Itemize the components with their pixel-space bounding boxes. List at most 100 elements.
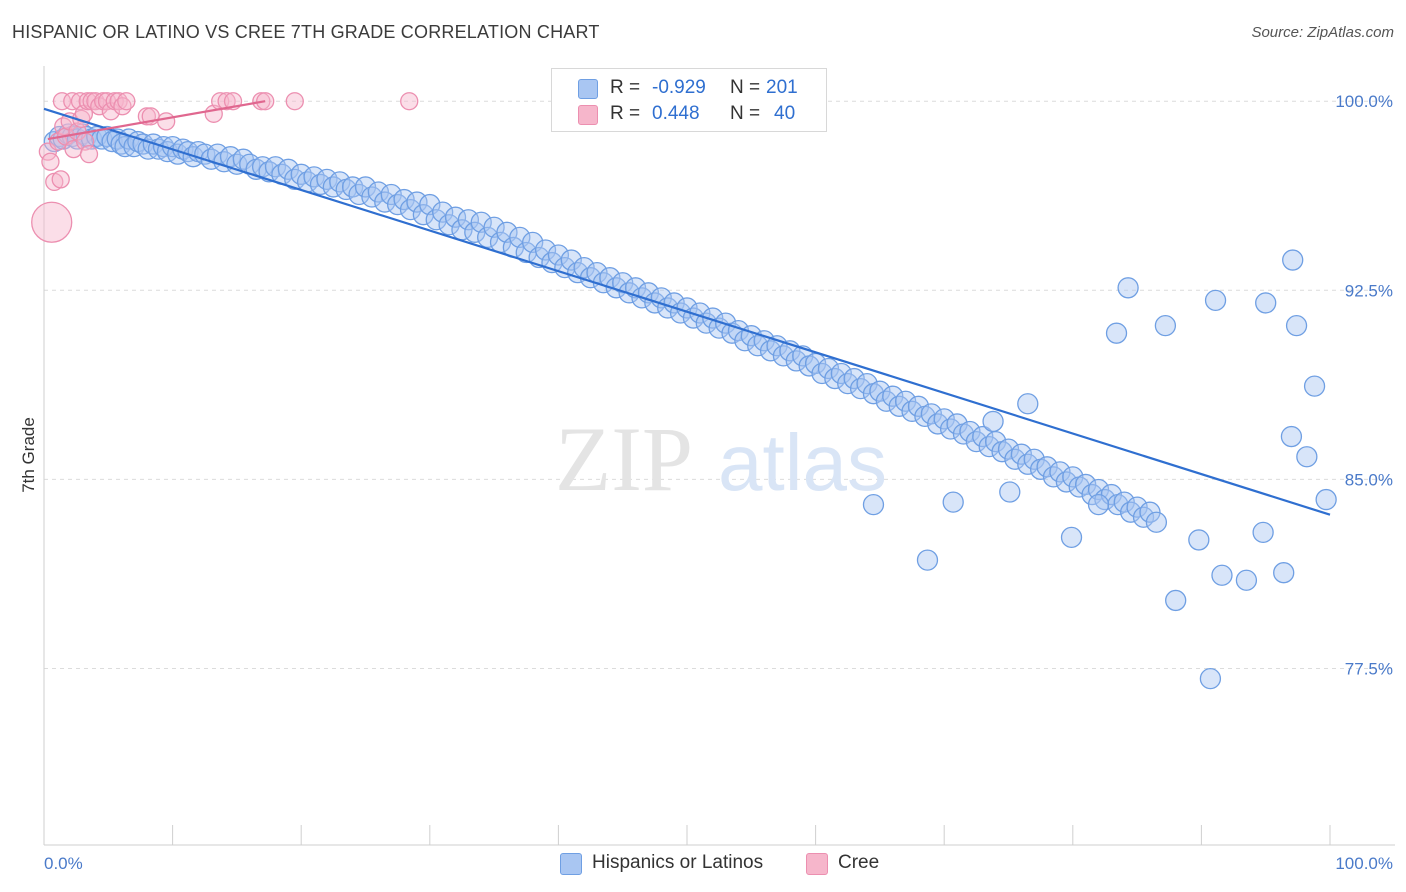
hispanic-point [393,188,415,211]
hispanic-point [894,390,917,412]
hispanic-point [1105,322,1128,344]
cree-point [79,145,99,164]
hispanic-point [920,403,942,425]
hispanic-point [1087,493,1110,516]
watermark-zip: ZIP [555,408,693,510]
cree-point [157,112,176,131]
hispanic-point [1036,456,1058,478]
hispanic-point [1049,461,1071,483]
hispanic-point [702,307,724,329]
cree-point [217,92,236,111]
hispanic-trend-line [43,107,1331,516]
hispanic-point [862,493,885,516]
hispanic-point [1280,425,1303,448]
hispanic-point [1087,478,1110,501]
hispanic-point [1296,446,1318,468]
chart-title: HISPANIC OR LATINO VS CREE 7TH GRADE COR… [12,22,600,42]
hispanic-point [1252,521,1274,544]
legend-r-label: R = [610,77,641,98]
hispanic-point [753,330,775,352]
legend-r-label: R = [610,103,641,124]
hispanic-point [1303,375,1326,397]
hispanic-point [982,410,1004,433]
hispanic-point [1235,569,1258,591]
legend-swatch-cree [578,105,598,125]
source-credit: Source: ZipAtlas.com [1251,24,1394,41]
series-swatch-hispanic [560,853,582,875]
hispanic-point [1255,292,1277,314]
x-tick-label: 0.0% [44,854,83,873]
cree-point [78,92,97,111]
cree-point [31,201,73,243]
trend-lines [43,100,1331,516]
cree-point [63,92,82,111]
hispanic-point [869,380,891,402]
hispanic-point [1204,289,1227,312]
hispanic-point [933,408,955,430]
series-label-cree: Cree [838,852,880,873]
hispanic-point [444,206,467,228]
legend-swatch-hispanic [578,79,598,99]
hispanic-point [1113,491,1135,513]
cree-point [400,92,419,111]
hispanic-point [1273,562,1295,584]
hispanic-point [1075,473,1097,496]
hispanic-point [1188,529,1210,551]
hispanic-point [432,201,454,223]
hispanic-point [1126,496,1148,518]
hispanic-point [830,362,852,385]
legend-n-label: N = [730,103,761,124]
x-tick-label: 100.0% [1335,854,1393,873]
y-tick-label: 85.0% [1345,470,1393,489]
hispanic-point [856,372,878,395]
hispanic-point [1023,448,1045,470]
hispanic-point [942,491,964,513]
hispanic-point [354,176,377,198]
hispanic-point [612,272,634,294]
data-points [31,92,1337,690]
hispanic-point [1062,466,1084,488]
hispanic-point [560,249,582,271]
hispanic-point [1282,249,1304,271]
tick-labels: 77.5% 85.0% 92.5% 100.0% 0.0% 100.0% [44,92,1393,873]
hispanic-point [882,385,904,407]
hispanic-point [663,292,685,314]
hispanic-point [907,395,930,417]
hispanic-point [1017,393,1039,415]
zipatlas-watermark: ZIP atlas [555,408,887,510]
hispanic-point [1199,667,1222,690]
hispanic-point [999,481,1021,503]
hispanic-point [1060,526,1083,549]
cree-trend-line [47,100,266,141]
hispanic-point [457,209,480,231]
cree-point [52,92,72,111]
correlation-legend: R = -0.929 N = 201 R = 0.448 N = 40 [551,68,827,132]
y-tick-label: 100.0% [1335,92,1393,111]
hispanic-point [380,183,402,206]
grid-lines [44,100,1395,670]
legend-r-value: -0.929 [652,77,706,98]
hispanic-point [817,357,840,380]
hispanic-point [534,239,557,261]
series-swatch-cree [806,853,828,875]
axes [43,66,1395,846]
hispanic-point [997,438,1020,460]
hispanic-point [946,413,968,435]
hispanic-point [367,181,390,203]
hispanic-point [1139,501,1161,523]
y-tick-label: 77.5% [1345,660,1393,679]
y-tick-label: 92.5% [1345,281,1393,300]
hispanic-point [277,158,299,180]
hispanic-point [843,367,865,390]
legend-n-value: 40 [774,103,796,124]
hispanic-point [972,425,994,448]
cree-point [117,92,136,111]
hispanic-point [1211,564,1233,586]
y-axis-label: 7th Grade [19,417,38,493]
hispanic-point [1315,488,1337,511]
hispanic-point [959,420,981,443]
cree-point [285,92,304,111]
hispanic-point [573,256,595,279]
hispanic-point [1285,314,1308,337]
